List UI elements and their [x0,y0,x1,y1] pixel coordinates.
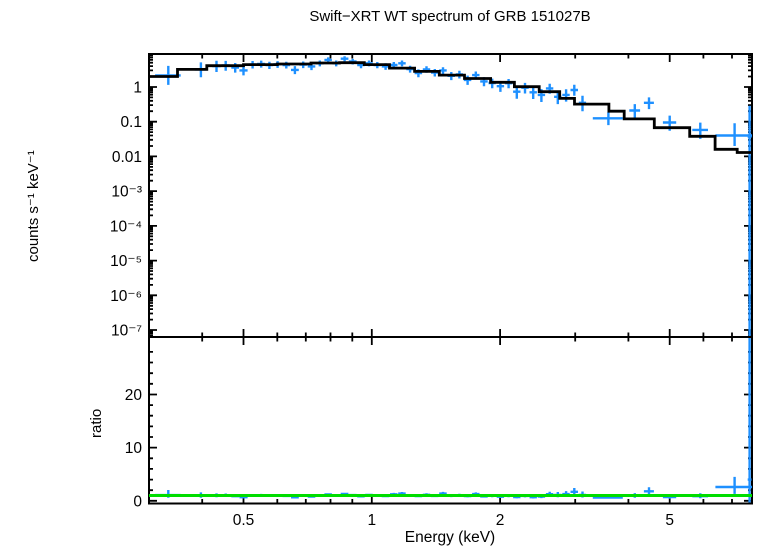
spectrum-point [592,112,623,126]
ytick-label-counts: 10⁻⁶ [110,288,142,305]
ytick-label-counts: 0.1 [120,114,142,131]
ratio-point [715,476,752,494]
ytick-label-counts: 10⁻⁷ [111,323,142,340]
tick-labels: 1 0.1 0.01 10⁻³ 10⁻⁴ 10⁻⁵ 10⁻⁶ 10⁻⁷ 0 10 20 0.5 1 2 5 [110,79,674,529]
ytick-label-ratio: 20 [125,387,143,404]
ytick-label-ratio: 10 [125,440,143,457]
spectrum-point [239,65,248,76]
spectrum-point [521,82,529,94]
ytick-label-ratio: 0 [133,493,142,510]
spectrum-point [513,86,521,99]
xtick-label-energy: 5 [665,512,674,529]
ratio-point [747,338,752,503]
spectrum-point [291,66,299,75]
spectrum-point [747,105,752,336]
axis-ticks [149,54,752,504]
spectrum-point [340,56,349,62]
xtick-label-energy: 2 [496,512,505,529]
spectrum-point [629,104,641,118]
axes-frame [148,53,753,505]
ytick-label-counts: 1 [133,79,142,96]
model-step-line [150,61,752,154]
spectrum-point [715,123,752,146]
spectrum-point [529,86,537,99]
xtick-label-energy: 0.5 [233,512,255,529]
ratio-point [643,487,654,495]
ytick-label-counts: 10⁻³ [111,184,142,201]
xtick-label-energy: 1 [368,512,377,529]
spectrum-point [398,60,406,67]
ytick-label-counts: 0.01 [112,149,142,166]
spectrum-point [570,84,578,96]
ratio-point [570,488,578,495]
plot-title: Swift−XRT WT spectrum of GRB 151027B [309,8,591,25]
x-axis-label-energy: Energy (keV) [404,529,496,546]
ratio-data-points [155,338,752,503]
ytick-label-counts: 10⁻⁴ [110,218,142,235]
spectrum-data-points [155,56,752,336]
spectrum-point [643,97,654,110]
ytick-label-counts: 10⁻⁵ [110,253,142,270]
